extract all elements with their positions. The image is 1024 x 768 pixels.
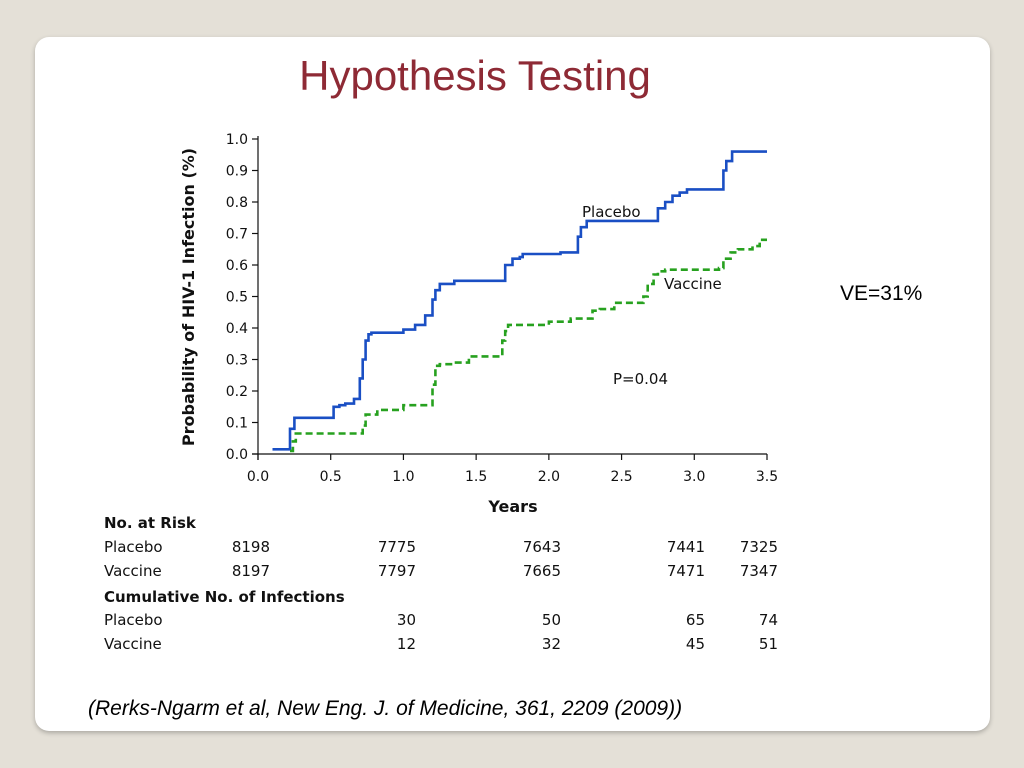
y-axis-label: Probability of HIV-1 Infection (%) [179,148,198,446]
risk-cell: 7471 [666,562,705,580]
y-tick-label: 0.1 [226,416,248,432]
p-value-label: P=0.04 [613,370,668,388]
at-risk-header: No. at Risk [104,514,196,532]
infections-cell: 65 [685,611,705,629]
vaccine-series-line [290,238,767,453]
y-tick-label: 0.6 [226,258,248,274]
y-tick-label: 0.3 [226,353,248,369]
risk-cell: 7441 [666,538,705,556]
risk-cell: 7643 [522,538,561,556]
infections-cell: 30 [396,611,416,629]
y-tick-label: 0.2 [226,384,248,400]
infections-header: Cumulative No. of Infections [104,588,345,606]
risk-cell: 7775 [377,538,416,556]
y-tick-label: 0.7 [226,227,248,243]
ve-label: VE=31% [840,282,923,305]
risk-cell: 7665 [522,562,561,580]
risk-cell: 7797 [377,562,416,580]
y-tick-label: 1.0 [226,132,248,148]
risk-cell: 8198 [231,538,270,556]
chart-axes: 0.0 0.5 1.0 1.5 2.0 2.5 3.0 3.5 0.0 0.1 0.2 0.3 0.4 0… [226,132,778,485]
infections-cell: 12 [396,635,416,653]
x-tick-label: 0.5 [320,469,342,485]
x-axis-label: Years [487,497,537,516]
infections-row-label: Vaccine [104,635,162,653]
placebo-curve-label: Placebo [582,203,641,221]
x-tick-label: 2.5 [610,469,632,485]
x-tick-label: 3.5 [756,469,778,485]
infections-row-label: Placebo [104,611,163,629]
risk-row-label: Vaccine [104,562,162,580]
y-tick-label: 0.4 [226,321,248,337]
x-tick-label: 2.0 [538,469,560,485]
infections-cell: 45 [685,635,705,653]
infections-cell: 50 [541,611,561,629]
y-tick-label: 0.0 [226,447,248,463]
x-tick-label: 1.5 [465,469,487,485]
chart-series [272,150,767,453]
risk-cell: 7325 [739,538,778,556]
risk-row-label: Placebo [104,538,163,556]
x-tick-label: 3.0 [683,469,705,485]
slide-title: Hypothesis Testing [299,52,651,99]
y-tick-label: 0.8 [226,195,248,211]
infections-cell: 51 [758,635,778,653]
citation: (Rerks-Ngarm et al, New Eng. J. of Medic… [88,697,683,720]
placebo-series-line [272,150,767,451]
x-tick-label: 0.0 [247,469,269,485]
infections-cell: 32 [541,635,561,653]
x-tick-label: 1.0 [392,469,414,485]
slide-card [35,37,990,731]
vaccine-curve-label: Vaccine [664,275,722,293]
y-tick-label: 0.9 [226,164,248,180]
risk-cell: 8197 [231,562,270,580]
infections-cell: 74 [758,611,778,629]
y-tick-label: 0.5 [226,290,248,306]
risk-cell: 7347 [739,562,778,580]
